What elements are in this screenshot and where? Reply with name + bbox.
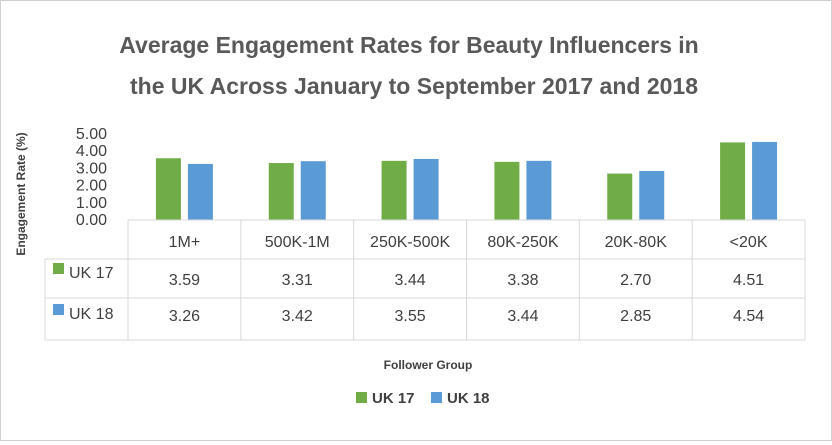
- table-row-uk18: 3.26 3.42 3.55 3.44 2.85 4.54: [169, 308, 764, 325]
- y-tick-label: 4.00: [76, 143, 107, 160]
- x-category-label: 20K-80K: [605, 234, 668, 251]
- chart-title-line-2: the UK Across January to September 2017 …: [130, 73, 698, 99]
- x-category-label: 250K-500K: [370, 234, 450, 251]
- table-row-uk17: 3.59 3.31 3.44 3.38 2.70 4.51: [169, 272, 764, 289]
- table-value-uk17: 3.59: [169, 272, 200, 289]
- table-value-uk18: 3.55: [395, 308, 426, 325]
- legend-swatch-uk17: [356, 392, 367, 403]
- y-tick-label: 2.00: [76, 178, 107, 195]
- table-key-uk17-swatch: [53, 263, 64, 274]
- legend-label-uk18: UK 18: [447, 390, 490, 407]
- table-value-uk17: 3.31: [282, 272, 313, 289]
- y-tick-label: 0.00: [76, 212, 107, 229]
- x-category-label: <20K: [730, 234, 768, 251]
- data-table-grid: [44, 219, 806, 341]
- table-value-uk17: 3.38: [507, 272, 538, 289]
- x-axis-title: Follower Group: [384, 358, 473, 372]
- table-value-uk18: 3.26: [169, 308, 200, 325]
- legend-swatch-uk18: [431, 392, 442, 403]
- table-row-label-uk18: UK 18: [69, 306, 114, 323]
- y-tick-label: 3.00: [76, 160, 107, 177]
- legend-label-uk17: UK 17: [372, 390, 415, 407]
- category-labels: 1M+ 500K-1M 250K-500K 80K-250K 20K-80K <20K: [169, 234, 768, 251]
- y-axis-title: Engagement Rate (%): [14, 132, 28, 255]
- y-tick-labels: 0.001.002.003.004.005.00: [76, 126, 107, 229]
- bar-uk18: [526, 160, 552, 220]
- bar-uk17: [720, 142, 746, 220]
- bar-uk18: [639, 170, 665, 220]
- table-row-label-uk17: UK 17: [69, 265, 114, 282]
- bar-uk17: [607, 173, 633, 220]
- bar-uk17: [494, 161, 520, 220]
- table-value-uk18: 3.42: [282, 308, 313, 325]
- bar-uk18: [187, 163, 213, 220]
- bar-group: [155, 141, 778, 220]
- x-category-label: 500K-1M: [265, 234, 330, 251]
- x-category-label: 80K-250K: [487, 234, 558, 251]
- bar-uk18: [413, 158, 439, 220]
- table-value-uk17: 3.44: [395, 272, 426, 289]
- y-tick-label: 5.00: [76, 126, 107, 143]
- bar-uk17: [381, 160, 407, 220]
- table-value-uk18: 4.54: [733, 308, 764, 325]
- table-value-uk18: 2.85: [620, 308, 651, 325]
- chart-title-line-1: Average Engagement Rates for Beauty Infl…: [119, 32, 698, 58]
- bar-uk17: [268, 163, 294, 220]
- table-value-uk17: 4.51: [733, 272, 764, 289]
- table-value-uk17: 2.70: [620, 272, 651, 289]
- x-category-label: 1M+: [169, 234, 201, 251]
- table-value-uk18: 3.44: [507, 308, 538, 325]
- bar-uk17: [155, 158, 181, 220]
- bar-uk18: [752, 141, 778, 220]
- bar-uk18: [300, 161, 326, 220]
- table-key-uk18-swatch: [53, 304, 64, 315]
- y-tick-label: 1.00: [76, 195, 107, 212]
